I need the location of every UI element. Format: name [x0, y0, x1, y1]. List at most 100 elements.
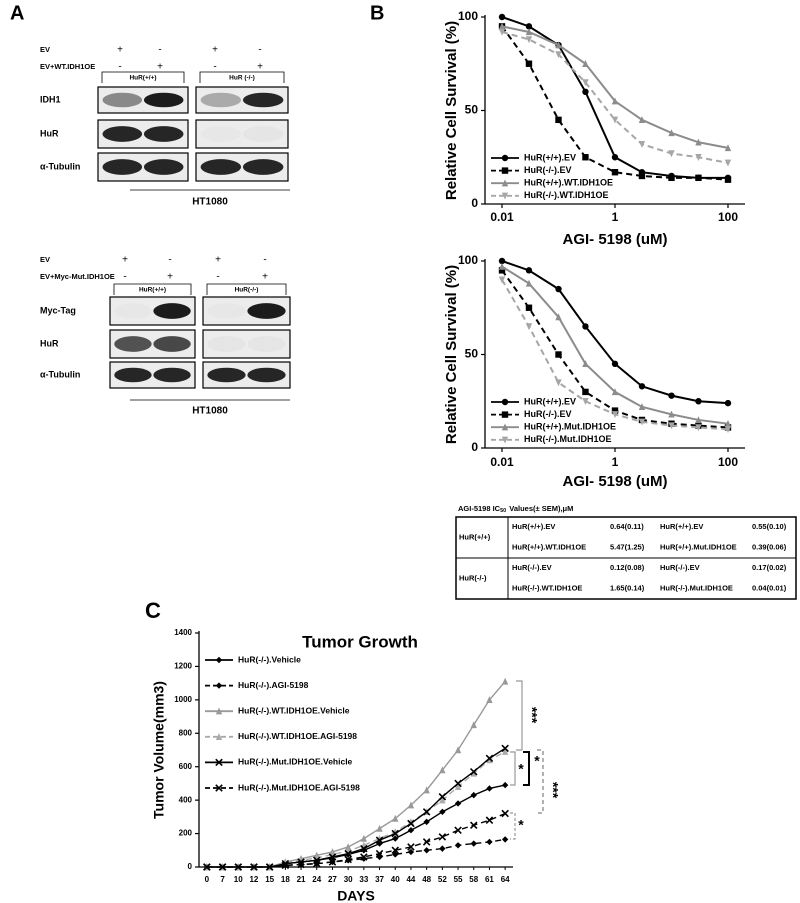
data-point — [454, 800, 462, 807]
legend-label: HuR(-/-).EV — [524, 165, 572, 175]
table-group: HuR(-/-) — [459, 573, 487, 582]
table-cell: 0.17(0.02) — [752, 563, 787, 572]
condition-sign: - — [158, 45, 161, 56]
chart-title: Tumor Growth — [302, 632, 418, 651]
data-point — [423, 847, 430, 854]
data-point — [724, 176, 732, 183]
legend-label: HuR(-/-).Mut.IDH1OE — [524, 434, 612, 444]
series-line — [206, 812, 506, 868]
panel-label: C — [145, 598, 161, 623]
blot-band — [102, 159, 143, 175]
data-point — [638, 172, 646, 180]
condition-sign: - — [213, 62, 216, 73]
table-cell: HuR(-/-).Mut.IDH1OE — [660, 584, 733, 593]
data-point — [422, 808, 431, 816]
series-line — [206, 751, 506, 868]
x-tick-label: 48 — [422, 875, 431, 884]
legend-label: HuR(+/+).WT.IDH1OE — [524, 178, 613, 188]
data-point — [360, 844, 368, 853]
table-cell: 5.47(1.25) — [610, 543, 645, 552]
data-point — [438, 833, 447, 841]
y-tick-label: 0 — [188, 862, 193, 871]
data-point — [525, 23, 533, 30]
x-tick-label: 100 — [718, 210, 738, 224]
blot-band — [200, 159, 242, 175]
x-tick-label: 58 — [469, 875, 478, 884]
data-point — [375, 836, 384, 845]
blot-band — [114, 367, 152, 383]
data-point — [611, 154, 619, 161]
data-point — [423, 818, 430, 826]
data-point — [555, 351, 562, 358]
condition-sign: - — [118, 62, 121, 73]
blot-band — [200, 92, 242, 108]
legend-label: HuR(-/-).Vehicle — [238, 654, 301, 664]
x-tick-label: 0 — [205, 875, 210, 884]
data-point — [486, 785, 493, 792]
blot-band — [247, 336, 285, 352]
table-group: HuR(+/+) — [459, 532, 491, 541]
data-point — [724, 399, 732, 407]
x-tick-label: 40 — [391, 875, 400, 884]
data-point — [344, 843, 352, 851]
data-point — [525, 60, 533, 67]
legend-marker — [501, 192, 509, 200]
condition-sign: + — [122, 255, 128, 266]
data-point — [439, 766, 446, 774]
data-point — [668, 150, 675, 158]
data-point — [454, 746, 462, 754]
bracket — [523, 751, 530, 786]
x-tick-label: 12 — [249, 875, 258, 884]
panel-label: B — [370, 2, 384, 24]
bracket — [510, 812, 516, 840]
x-tick-label: 44 — [406, 875, 415, 884]
data-point — [407, 848, 415, 856]
blot-band — [153, 367, 191, 383]
legend-label: HuR(+/+).EV — [524, 152, 576, 162]
data-point — [668, 392, 675, 399]
data-point — [724, 426, 732, 433]
band-label: IDH1 — [40, 94, 61, 104]
blot-band — [153, 303, 191, 319]
data-point — [360, 834, 368, 842]
data-point — [525, 323, 533, 331]
condition-label: EV — [40, 255, 50, 264]
blot-band — [207, 336, 245, 352]
legend-label: HuR(-/-).WT.IDH1OE.Vehicle — [238, 705, 350, 715]
table-cell: HuR(+/+).EV — [660, 522, 703, 531]
data-point — [638, 140, 646, 148]
data-point — [638, 116, 646, 124]
blot-band — [143, 126, 184, 142]
data-point — [360, 855, 368, 862]
x-axis-title: DAYS — [337, 888, 375, 903]
data-point — [203, 863, 211, 871]
data-point — [486, 756, 493, 764]
data-point — [611, 388, 619, 396]
data-point — [555, 313, 562, 321]
data-point — [407, 801, 415, 809]
data-point — [498, 276, 506, 284]
data-point — [525, 279, 533, 287]
y-tick-label: 400 — [179, 795, 193, 804]
data-point — [391, 829, 400, 838]
data-point — [501, 747, 509, 755]
band-label: α-Tubulin — [40, 369, 80, 379]
band-label: HuR — [40, 338, 59, 348]
y-tick-label: 200 — [179, 829, 193, 838]
data-point — [498, 13, 506, 21]
condition-label: EV — [40, 45, 50, 54]
table-title-text: Values(± SEM),μM — [509, 504, 573, 513]
data-point — [501, 744, 509, 753]
x-tick-label: 61 — [485, 875, 494, 884]
significance: * — [518, 761, 524, 777]
condition-sign: - — [123, 272, 126, 283]
data-point — [611, 360, 619, 368]
legend-marker — [501, 436, 509, 444]
x-tick-label: 27 — [328, 875, 337, 884]
significance: * — [534, 753, 540, 769]
data-point — [582, 79, 589, 87]
data-point — [501, 677, 509, 685]
data-point — [375, 849, 384, 858]
group-label: HuR(-/-) — [235, 287, 259, 294]
data-point — [312, 859, 321, 868]
